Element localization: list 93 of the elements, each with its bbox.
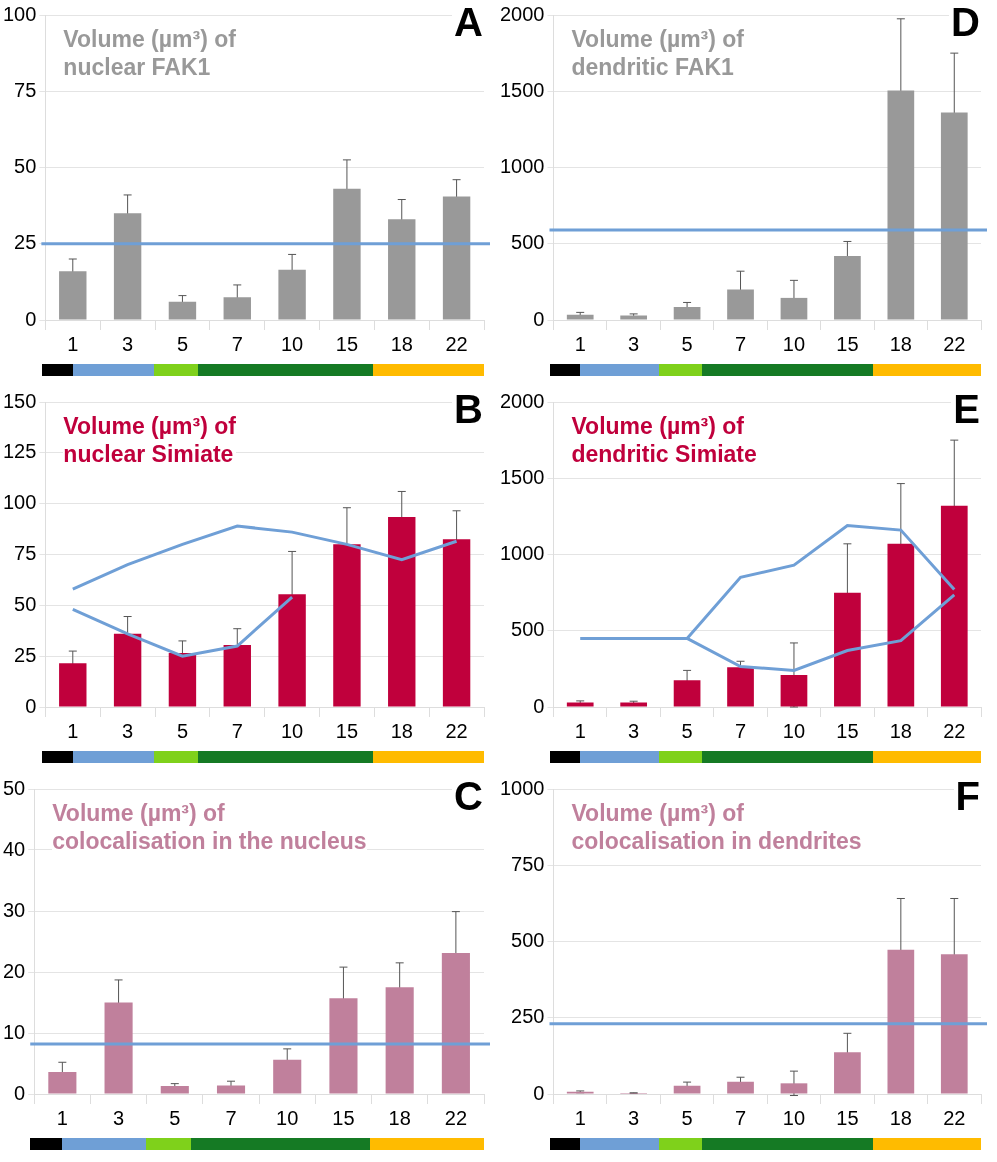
x-tick-label: 18 (889, 719, 912, 742)
x-tick-label: 10 (276, 1106, 299, 1129)
annotation: F (953, 774, 982, 819)
x-tick-label: 22 (445, 332, 468, 355)
x-tick-label: 3 (628, 719, 640, 742)
y-tick-label: 250 (511, 1005, 545, 1028)
y-tick-label: 25 (14, 231, 37, 254)
x-tick-label: 10 (782, 719, 806, 742)
y-tick-label: 20 (3, 959, 26, 982)
annotation: E (951, 387, 982, 432)
x-tick-label: 18 (889, 1106, 912, 1129)
y-tick-label: 25 (14, 643, 37, 666)
annotation: D (949, 0, 982, 45)
x-tick-label: 1 (574, 719, 586, 742)
y-tick-label: 0 (25, 694, 37, 717)
x-tick-label: 7 (225, 1106, 237, 1129)
annotation: C (452, 774, 485, 819)
x-tick-label: 10 (782, 332, 806, 355)
y-tick-label: 0 (533, 1081, 545, 1104)
y-tick-label: 0 (533, 694, 545, 717)
x-tick-label: 15 (335, 719, 359, 742)
x-tick-label: 7 (231, 719, 243, 742)
x-tick-label: 10 (280, 719, 304, 742)
y-tick-label: 100 (2, 2, 37, 25)
x-tick-label: 15 (335, 332, 359, 355)
x-tick-label: 5 (176, 332, 188, 355)
y-tick-label: 0 (533, 307, 545, 330)
x-tick-label: 1 (574, 332, 586, 355)
text: Volume (µm³) of colocalisation in the nucleus (52, 799, 367, 855)
y-tick-label: 500 (511, 929, 545, 952)
x-tick-label: 1 (67, 719, 79, 742)
x-tick-label: 1 (67, 332, 79, 355)
x-tick-label: 5 (681, 719, 693, 742)
x-tick-label: 18 (390, 719, 413, 742)
y-tick-label: 75 (14, 78, 37, 101)
text: Volume (µm³) of nuclear FAK1 (63, 25, 236, 81)
y-tick-label: 2000 (499, 389, 545, 412)
x-tick-label: 3 (113, 1106, 125, 1129)
y-tick-label: 150 (2, 389, 37, 412)
y-tick-label: 1000 (499, 776, 545, 799)
x-tick-label: 3 (628, 332, 640, 355)
y-tick-label: 500 (511, 231, 545, 254)
y-tick-label: 40 (3, 837, 26, 860)
y-tick-label: 10 (3, 1020, 26, 1043)
x-tick-label: 22 (943, 332, 966, 355)
x-tick-label: 1 (56, 1106, 68, 1129)
x-tick-label: 3 (122, 332, 134, 355)
y-tick-label: 1500 (499, 465, 545, 488)
y-tick-label: 50 (14, 155, 37, 178)
x-tick-label: 5 (176, 719, 188, 742)
x-tick-label: 18 (390, 332, 413, 355)
text: Volume (µm³) of dendritic Simiate (571, 412, 757, 468)
x-tick-label: 5 (169, 1106, 181, 1129)
x-tick-label: 3 (122, 719, 134, 742)
x-tick-label: 15 (836, 1106, 859, 1129)
x-tick-label: 18 (388, 1106, 411, 1129)
y-tick-label: 1000 (499, 155, 545, 178)
x-tick-label: 22 (445, 719, 468, 742)
x-tick-label: 7 (231, 332, 243, 355)
x-tick-label: 7 (734, 332, 747, 355)
y-tick-label: 1000 (499, 542, 545, 565)
x-tick-label: 5 (681, 1106, 693, 1129)
text: Volume (µm³) of colocalisation in dendrites (571, 799, 862, 855)
y-tick-label: 50 (3, 776, 26, 799)
x-tick-label: 15 (836, 332, 859, 355)
x-tick-label: 1 (574, 1106, 586, 1129)
y-tick-label: 100 (2, 491, 37, 514)
x-tick-label: 7 (734, 1106, 747, 1129)
x-tick-label: 22 (943, 1106, 966, 1129)
x-tick-label: 10 (280, 332, 304, 355)
x-tick-label: 5 (681, 332, 693, 355)
annotation: A (452, 0, 485, 45)
y-tick-label: 2000 (499, 2, 545, 25)
x-tick-label: 15 (836, 719, 859, 742)
x-tick-label: 22 (444, 1106, 468, 1129)
y-tick-label: 75 (14, 542, 37, 565)
annotation: B (452, 387, 485, 432)
x-tick-label: 15 (332, 1106, 355, 1129)
y-tick-label: 30 (3, 898, 26, 921)
x-tick-label: 3 (628, 1106, 640, 1129)
y-tick-label: 0 (25, 307, 37, 330)
text: Volume (µm³) of dendritic FAK1 (571, 25, 745, 81)
x-tick-label: 7 (734, 719, 747, 742)
y-tick-label: 125 (2, 440, 37, 463)
y-tick-label: 0 (14, 1081, 26, 1104)
y-tick-label: 1500 (499, 78, 545, 101)
text: Volume (µm³) of nuclear Simiate (63, 412, 236, 468)
y-tick-label: 750 (511, 852, 545, 875)
y-tick-label: 500 (511, 618, 545, 641)
x-tick-label: 18 (889, 332, 912, 355)
x-tick-label: 10 (782, 1106, 806, 1129)
y-tick-label: 50 (14, 592, 37, 615)
x-tick-label: 22 (943, 719, 966, 742)
